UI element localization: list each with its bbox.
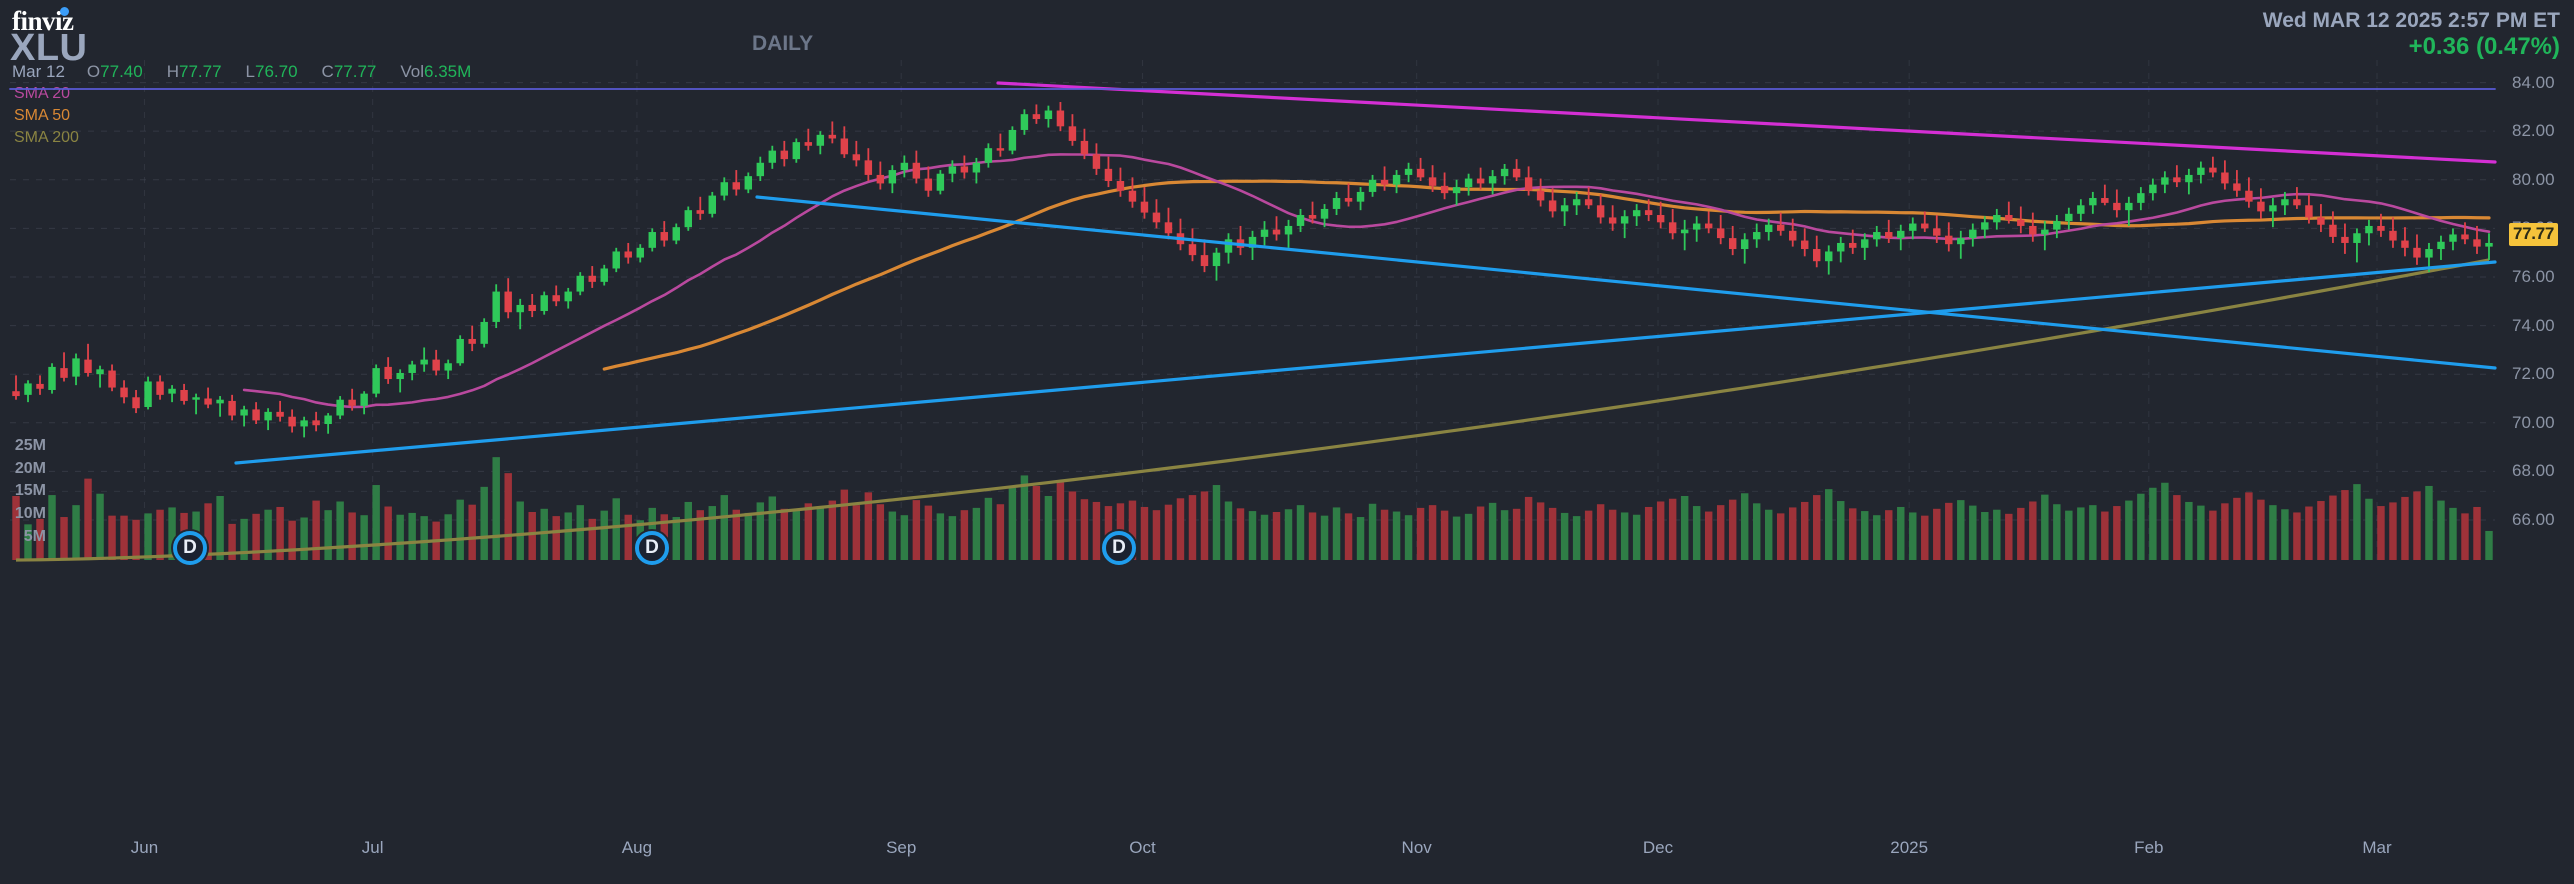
logo-dot-icon [60,7,69,16]
date-tick: Aug [621,838,653,857]
legend-sma-50[interactable]: SMA 50 [14,107,71,124]
ohlc-low-value: 76.70 [255,62,298,81]
ticker-symbol[interactable]: XLU [10,27,88,69]
date-tick: 2025 [1890,838,1929,857]
timeframe-label: DAILY [752,32,814,55]
ohlc-summary: Mar 12 O77.40 H77.77 L76.70 C77.77 Vol6.35M [12,62,495,82]
volume-tick: 20M [14,459,46,477]
ohlc-open-label: O [86,62,101,81]
current-price-badge: 77.77 [2509,222,2559,246]
ohlc-low-label: L [245,62,255,81]
price-axis: 84.0082.0080.0078.0076.0074.0072.0070.00… [2512,60,2574,835]
volume-tick: 10M [14,505,46,523]
ohlc-high-label: H [166,62,179,81]
date-tick: Nov [1401,838,1432,857]
date-tick: Mar [2362,838,2392,857]
dividend-marker[interactable]: D [1102,531,1136,565]
price-change-label: +0.36 (0.47%) [2408,33,2560,60]
price-tick: 84.00 [2512,72,2555,92]
date-tick: Oct [1129,838,1156,857]
dividend-marker[interactable]: D [173,531,207,565]
chart-plot-area[interactable]: D D D 25M 20M 15M 10M 5M [0,60,2505,835]
datetime-label: Wed MAR 12 2025 2:57 PM ET [2262,9,2560,32]
ohlc-open-value: 77.40 [100,62,143,81]
price-tick: 70.00 [2512,412,2555,432]
ohlc-volume-value: 6.35M [424,62,472,81]
price-tick: 68.00 [2512,461,2555,481]
price-tick: 80.00 [2512,169,2555,189]
ohlc-close-label: C [321,62,334,81]
ohlc-volume-label: Vol [400,62,425,81]
date-tick: Jul [361,838,384,857]
volume-tick: 15M [14,482,46,500]
date-axis: Jun Jul Aug Sep Oct Nov Dec 2025 Feb Mar [0,838,2574,868]
ohlc-close-value: 77.77 [333,62,377,81]
date-tick: Feb [2134,838,2164,857]
date-tick: Sep [886,838,917,857]
price-tick: 74.00 [2512,315,2555,335]
ohlc-date: Mar 12 [12,62,65,81]
dividend-marker[interactable]: D [635,531,669,565]
date-tick: Dec [1642,838,1674,857]
date-tick: Jun [130,838,159,857]
legend-sma-200[interactable]: SMA 200 [14,129,79,146]
price-tick: 82.00 [2512,121,2555,141]
volume-tick: 5M [23,528,46,546]
price-tick: 76.00 [2512,266,2555,286]
price-tick: 72.00 [2512,364,2555,384]
price-tick: 66.00 [2512,510,2555,529]
ohlc-high-value: 77.77 [178,62,222,81]
volume-tick: 25M [14,436,46,454]
